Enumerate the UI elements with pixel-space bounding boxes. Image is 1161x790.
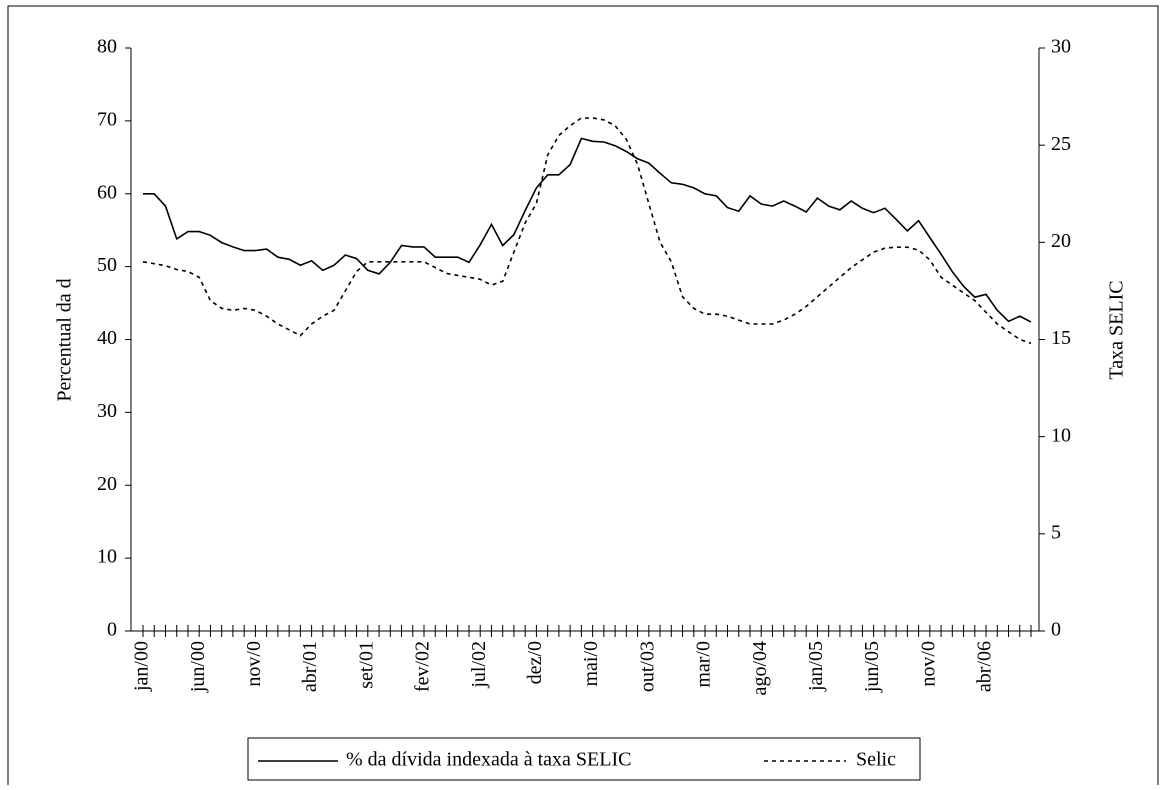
x-tick-label: out/03	[636, 641, 658, 692]
y2-tick-label: 5	[1051, 521, 1061, 543]
y2-tick-label: 15	[1051, 327, 1071, 349]
y2-tick-label: 25	[1051, 133, 1071, 155]
x-tick-label: dez/0	[524, 641, 546, 684]
y-tick-label: 40	[97, 327, 117, 349]
y2-tick-label: 0	[1051, 619, 1061, 641]
x-tick-label: jan/05	[805, 641, 827, 692]
y2-tick-label: 30	[1051, 36, 1071, 58]
y-tick-label: 20	[97, 473, 117, 495]
y2-axis-label: Taxa SELIC	[1106, 280, 1128, 379]
x-tick-label: mai/0	[580, 641, 602, 687]
y-tick-label: 50	[97, 254, 117, 276]
x-tick-label: abr/01	[299, 641, 321, 692]
x-tick-label: jan/00	[131, 641, 153, 692]
y2-tick-label: 10	[1051, 424, 1071, 446]
y2-tick-label: 20	[1051, 230, 1071, 252]
x-tick-label: jul/02	[468, 641, 490, 689]
x-tick-label: fev/02	[412, 641, 434, 692]
x-tick-label: mar/0	[693, 641, 715, 688]
y-tick-label: 10	[97, 546, 117, 568]
y-tick-label: 60	[97, 181, 117, 203]
x-tick-label: jun/05	[861, 641, 883, 693]
y-tick-label: 0	[107, 619, 117, 641]
y-tick-label: 30	[97, 400, 117, 422]
y-axis-label: Percentual da d	[54, 278, 76, 401]
y-tick-label: 80	[97, 36, 117, 58]
legend-label: % da dívida indexada à taxa SELIC	[346, 749, 631, 771]
line-series	[142, 117, 1032, 345]
y-tick-label: 70	[97, 108, 117, 130]
chart-frame	[7, 5, 1159, 790]
x-tick-label: ago/04	[749, 641, 771, 695]
legend-label: Selic	[856, 749, 896, 771]
legend-box	[247, 737, 921, 781]
x-tick-label: nov/0	[917, 641, 939, 687]
x-tick-label: set/01	[355, 641, 377, 689]
line-series	[143, 137, 1032, 323]
x-tick-label: abr/06	[974, 641, 996, 692]
x-tick-label: nov/0	[243, 641, 265, 687]
x-tick-label: jun/00	[187, 641, 209, 693]
